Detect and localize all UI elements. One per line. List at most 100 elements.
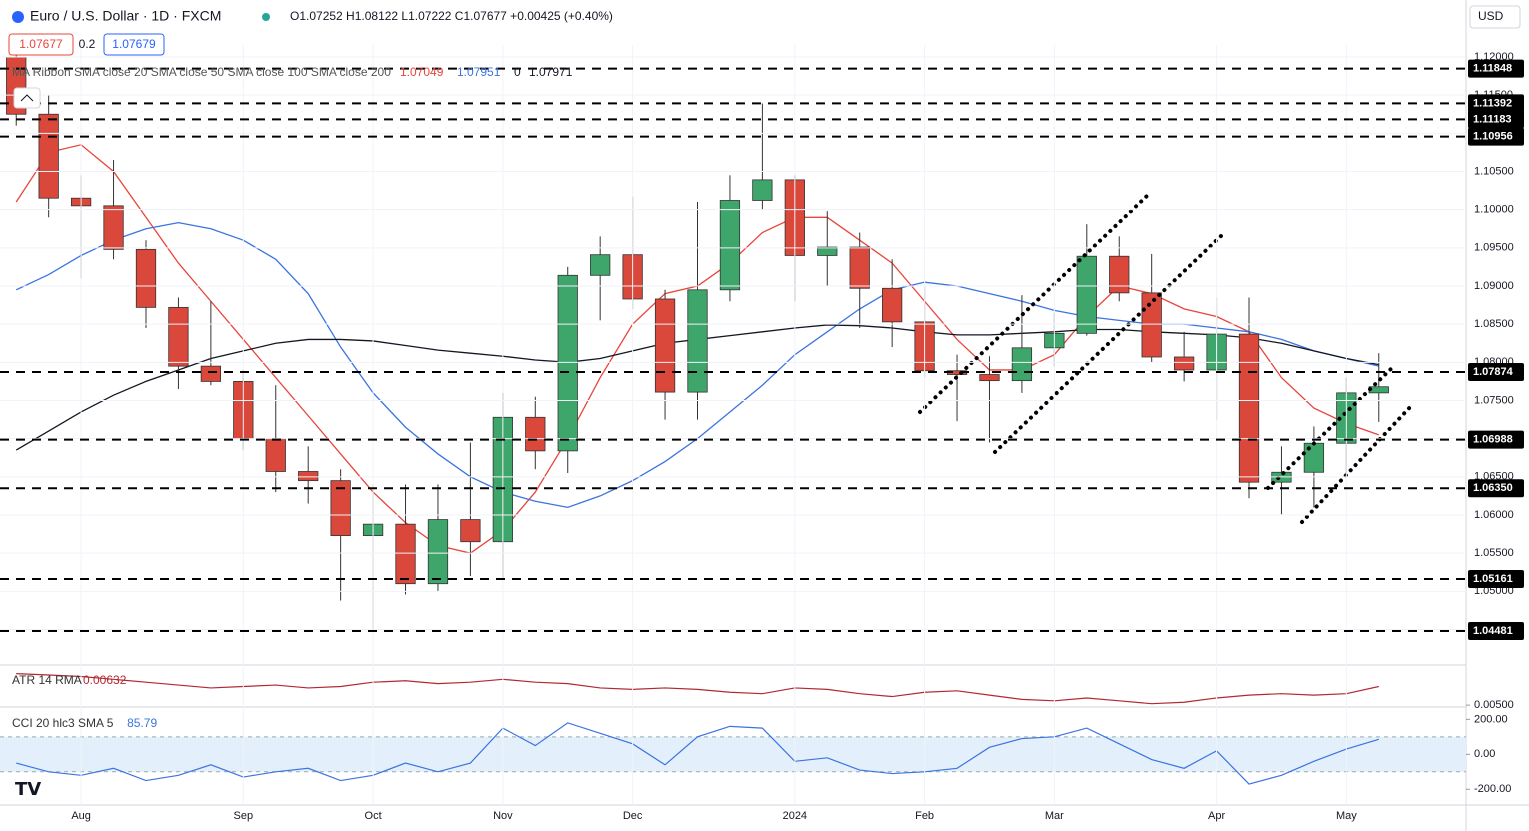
candle-body [1109, 255, 1130, 294]
bid-box[interactable] [8, 33, 74, 56]
level-label-box [1468, 94, 1524, 113]
candle-body [687, 289, 708, 393]
trend-line [1266, 363, 1397, 490]
candle-body [719, 200, 741, 291]
currency: USD [1478, 9, 1504, 23]
status-dot [262, 13, 270, 21]
level-label-box [1468, 430, 1524, 449]
indicator-value: 0.00632 [83, 673, 127, 687]
candle-body [817, 246, 838, 256]
bid: 1.07677 [19, 37, 63, 51]
candle-body [330, 480, 351, 537]
level-label-box [1468, 479, 1524, 498]
candle-body [979, 374, 1000, 382]
level-label-box [1468, 362, 1524, 381]
candle-body [298, 471, 319, 482]
y-tick-label: 0.00500 [1474, 699, 1514, 711]
candle-body [168, 306, 189, 367]
ask-box[interactable] [103, 33, 165, 56]
candle-body [654, 298, 676, 393]
x-tick-label: Aug [71, 810, 91, 822]
candle-body [265, 438, 286, 472]
candle-body [849, 246, 870, 289]
trend-channels [918, 193, 1414, 524]
candle-body [1368, 386, 1389, 394]
y-tick-label: 1.09500 [1474, 242, 1514, 254]
tv-logo: 𝗧𝗩 [15, 779, 41, 799]
ma-legend-value: 0 [514, 65, 521, 79]
indicator-title: ATR 14 RMA [12, 673, 82, 687]
level-label-box [1468, 59, 1524, 78]
x-tick-label: Dec [623, 810, 643, 822]
currency-button[interactable] [1469, 5, 1521, 29]
y-tick-label: 1.10500 [1474, 165, 1514, 177]
trend-line [993, 233, 1224, 454]
candle-body [103, 205, 124, 250]
ma-legend-value: 1.07951 [457, 65, 501, 79]
trend-line [918, 193, 1150, 414]
candle-body [1141, 292, 1162, 358]
level-label-box [1468, 621, 1524, 640]
y-tick-label: -200.00 [1474, 783, 1511, 795]
candle-body [1173, 356, 1195, 371]
candle-body [1011, 347, 1033, 382]
band [0, 736, 1466, 772]
level-label: 1.06350 [1473, 482, 1513, 494]
candle-body [427, 519, 449, 585]
x-tick-label: 2024 [783, 810, 807, 822]
y-tick-label: 1.09000 [1474, 280, 1514, 292]
level-label: 1.04481 [1473, 625, 1513, 637]
x-tick-label: Nov [493, 810, 513, 822]
y-tick-label: 1.08500 [1474, 318, 1514, 330]
candle-body [752, 179, 773, 201]
candle-body [882, 287, 903, 323]
y-tick-label: 1.06000 [1474, 509, 1514, 521]
level-label: 1.07874 [1473, 366, 1514, 378]
y-tick-label: 0.00 [1474, 748, 1495, 760]
symbol-icon [12, 11, 24, 23]
level-label: 1.10956 [1473, 131, 1513, 143]
candle-body [38, 113, 59, 199]
candle-body [460, 519, 481, 543]
x-tick-label: Sep [234, 810, 254, 822]
y-tick-label: 1.07500 [1474, 394, 1514, 406]
x-tick-label: May [1336, 810, 1357, 822]
candle-body [525, 416, 546, 452]
axes: Aug Sep Oct Nov Dec 2024 Feb Mar Apr May1.120001.… [0, 45, 1524, 822]
y-tick-label: 200.00 [1474, 713, 1508, 725]
indicator-title: CCI 20 hlc3 SMA 5 [12, 716, 114, 730]
level-label: 1.11183 [1473, 113, 1512, 125]
collapse-button[interactable] [13, 87, 41, 109]
y-tick-label: 1.05500 [1474, 547, 1514, 559]
level-label: 1.11848 [1473, 62, 1512, 74]
spread: 0.2 [79, 37, 96, 51]
x-tick-label: Oct [365, 810, 382, 822]
ma-legend-value: 1.07971 [529, 65, 573, 79]
candle-body [395, 523, 416, 585]
x-tick-label: Mar [1045, 810, 1064, 822]
y-tick-label: 1.05000 [1474, 585, 1514, 597]
ma-legend-value: 1.07049 [400, 65, 444, 79]
ma-legend: MA Ribbon SMA close 20 SMA close 50 SMA … [12, 65, 573, 730]
trend-line [1300, 403, 1414, 524]
level-label-box [1468, 127, 1524, 146]
ma-legend-title: MA Ribbon SMA close 20 SMA close 50 SMA … [12, 65, 391, 79]
collapse-icon [20, 94, 34, 102]
candle-body [557, 274, 578, 452]
indicator-value: 85.79 [127, 716, 157, 730]
x-tick-label: Apr [1208, 810, 1225, 822]
level-label: 1.11392 [1473, 97, 1512, 109]
candle-body [135, 248, 157, 308]
candle-body [200, 365, 222, 382]
level-label: 1.05161 [1473, 573, 1513, 585]
candle-body [1076, 255, 1097, 334]
ask: 1.07679 [112, 37, 156, 51]
candle-body [1238, 333, 1260, 483]
x-tick-label: Feb [915, 810, 934, 822]
y-tick-label: 1.10000 [1474, 204, 1514, 216]
level-label-box [1468, 110, 1524, 129]
level-label-box [1468, 570, 1524, 589]
